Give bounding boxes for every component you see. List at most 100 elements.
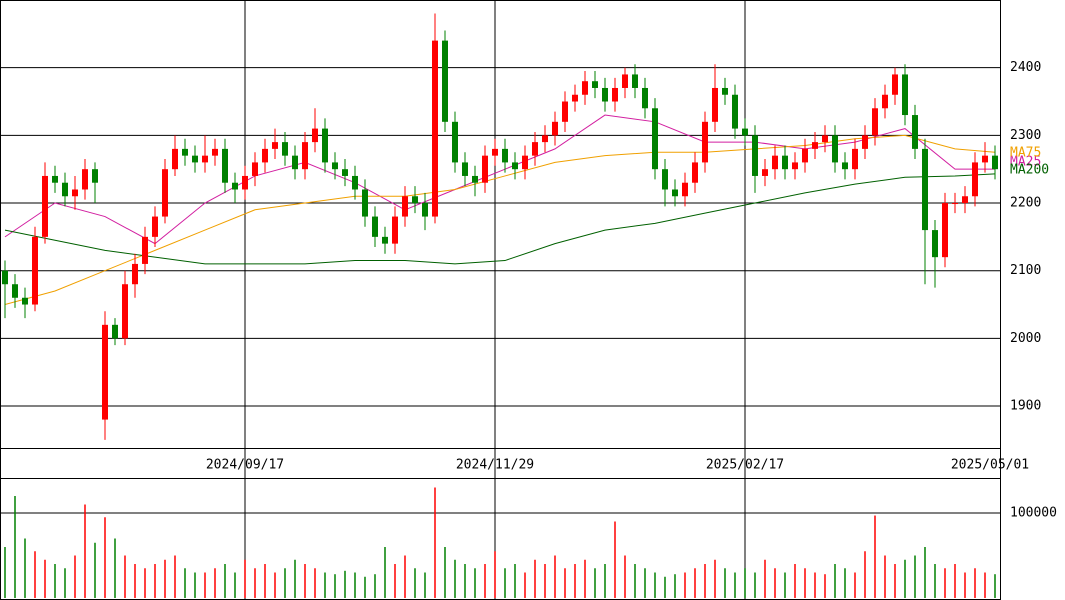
candle-body (662, 169, 668, 190)
candle-body (512, 162, 518, 170)
candle-body (822, 135, 828, 143)
candle-body (802, 148, 808, 163)
candle-body (752, 135, 758, 176)
candle-body (532, 142, 538, 156)
candle-body (282, 142, 288, 156)
candle-body (172, 148, 178, 170)
candle-body (452, 121, 458, 163)
candle-body (862, 135, 868, 149)
y-tick-label: 2100 (1010, 263, 1041, 278)
grid (0, 0, 1000, 600)
candle-body (182, 148, 188, 156)
candle-body (352, 175, 358, 190)
candle-body (442, 40, 448, 122)
candle-body (192, 155, 198, 163)
candle-body (832, 135, 838, 163)
candle-body (402, 196, 408, 217)
candle-body (142, 236, 148, 264)
candle-body (472, 175, 478, 183)
x-tick-label: 2025/02/17 (706, 458, 784, 473)
candle-body (262, 148, 268, 163)
candle-body (92, 169, 98, 183)
candle-body (922, 148, 928, 231)
candle-body (112, 324, 118, 339)
candle-body (42, 175, 48, 237)
candle-body (462, 162, 468, 176)
candle-body (52, 175, 58, 183)
candle-body (762, 169, 768, 176)
candle-body (602, 87, 608, 102)
volume-panel (0, 478, 1001, 600)
candle-body (22, 297, 28, 305)
candle-body (932, 230, 938, 258)
candle-body (712, 87, 718, 122)
candle-body (562, 101, 568, 122)
y-tick-label: 2400 (1010, 60, 1041, 75)
candle-body (952, 203, 958, 205)
candle-body (422, 203, 428, 217)
legend-label: MA200 (1010, 163, 1049, 178)
candle-body (272, 142, 278, 149)
candle-body (572, 94, 578, 102)
candle-body (902, 74, 908, 116)
candle-body (632, 74, 638, 88)
x-tick-label: 2025/05/01 (951, 458, 1029, 473)
candle-body (502, 148, 508, 163)
candle-body (392, 216, 398, 244)
candle-body (692, 162, 698, 183)
candle-body (872, 108, 878, 136)
candle-body (912, 115, 918, 149)
candle-body (372, 216, 378, 237)
candle-body (222, 148, 228, 183)
x-tick-label: 2024/09/17 (206, 458, 284, 473)
moving-averages (4, 114, 996, 306)
candle-body (122, 284, 128, 339)
candle-body (542, 135, 548, 143)
candle-body (322, 128, 328, 163)
candle-body (942, 203, 948, 258)
candle-body (292, 155, 298, 170)
candle-body (612, 87, 618, 102)
candle-body (592, 81, 598, 88)
y-tick-label: 2000 (1010, 331, 1041, 346)
candle-body (62, 182, 68, 197)
candle-body (342, 169, 348, 176)
candle-body (792, 162, 798, 170)
candle-body (982, 155, 988, 163)
legend-label: MA25 (1010, 155, 1041, 170)
candle-body (212, 148, 218, 156)
ma-line (4, 173, 996, 265)
y-tick-label: 1900 (1010, 399, 1041, 414)
candle-body (382, 236, 388, 244)
candle-body (652, 108, 658, 170)
candle-body (72, 189, 78, 197)
candle-body (552, 121, 558, 136)
candle-body (732, 94, 738, 129)
candle-body (882, 94, 888, 109)
legend-label: MA75 (1010, 146, 1041, 161)
candle-body (742, 128, 748, 136)
candle-body (2, 270, 8, 285)
candle-body (962, 196, 968, 204)
candle-body (842, 162, 848, 170)
candle-body (132, 263, 138, 285)
volume-bars (4, 487, 996, 598)
candle-body (412, 196, 418, 204)
candle-body (782, 155, 788, 170)
candle-body (242, 175, 248, 190)
candle-body (82, 169, 88, 190)
candle-body (772, 155, 778, 170)
candle-body (12, 284, 18, 298)
candle-body (852, 148, 858, 170)
candle-body (332, 162, 338, 170)
y-tick-label: 2300 (1010, 128, 1041, 143)
candles (2, 13, 998, 440)
candle-body (492, 148, 498, 156)
candle-body (892, 74, 898, 95)
candle-body (362, 189, 368, 217)
candle-body (622, 74, 628, 88)
candle-body (202, 155, 208, 163)
candle-body (812, 142, 818, 149)
volume-tick-label: 100000 (1010, 506, 1057, 521)
candle-body (702, 121, 708, 163)
